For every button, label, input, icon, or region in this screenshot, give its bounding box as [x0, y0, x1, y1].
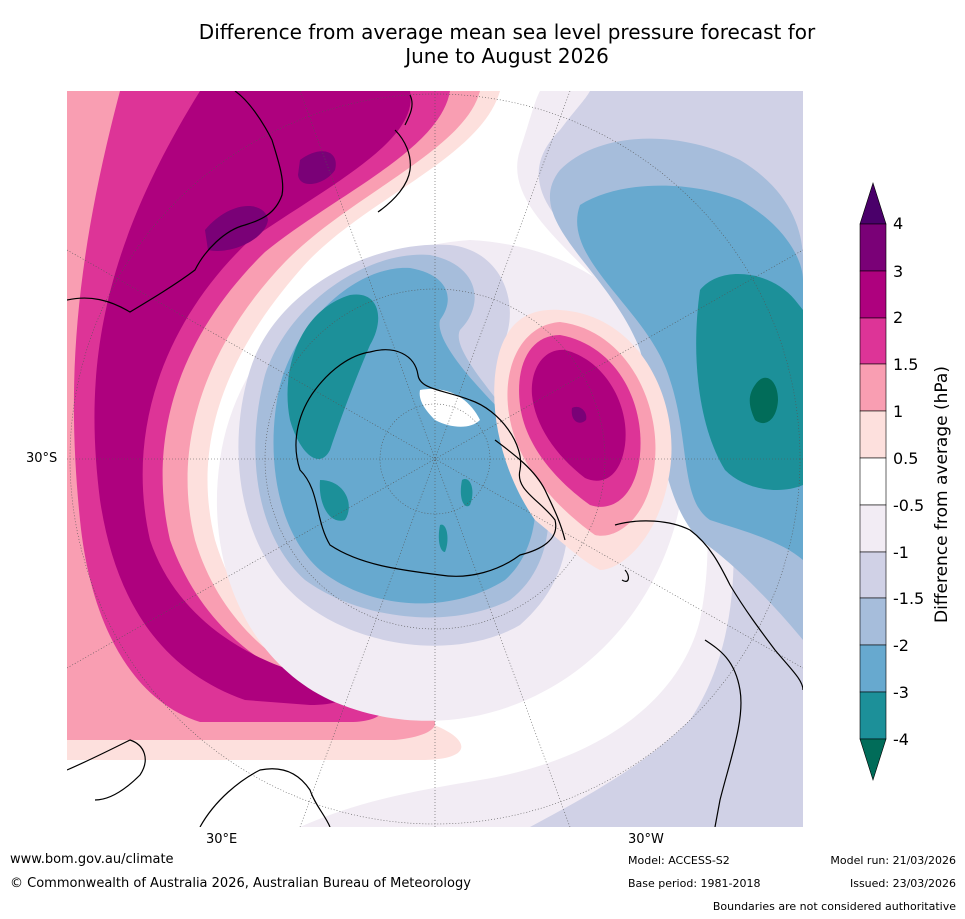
new-zealand-coastline	[377, 94, 413, 213]
footer-disclaimer: Boundaries are not considered authoritat…	[712, 900, 956, 913]
negative-band-m3-m4	[460, 479, 473, 507]
australia-coastline	[67, 91, 284, 313]
colorbar-segment-m0.5-m1	[859, 504, 887, 553]
negative-band-m3-m4	[438, 524, 448, 552]
colorbar-segment-neutral	[859, 457, 887, 506]
antarctica-coastline	[295, 349, 557, 577]
colorbar-segment-1.5-2	[859, 317, 887, 365]
colorbar-tick-label: 2	[893, 308, 904, 327]
negative-band-m3-m4	[319, 480, 349, 521]
colorbar-segment-m1-m1.5	[859, 551, 887, 599]
colorbar-tick-label: -3	[893, 683, 909, 702]
title-line-1: Difference from average mean sea level p…	[198, 20, 816, 44]
south-america-coastline	[614, 520, 803, 691]
antarctic-peninsula-coastline	[494, 439, 566, 541]
graticule	[67, 91, 803, 827]
south-america-interior-coastline	[704, 639, 742, 827]
colorbar-tick-label: 3	[893, 262, 904, 281]
colorbar-tick-label: 1	[893, 402, 904, 421]
footer-copyright: © Commonwealth of Australia 2026, Austra…	[10, 876, 471, 891]
negative-band-lt-m4-east	[749, 377, 778, 424]
negative-band-m3-m4-east	[696, 273, 803, 490]
colorbar-extend-bottom	[859, 738, 887, 781]
lat-label-30s: 30°S	[26, 451, 58, 466]
colorbar-segment-m2-m3	[859, 644, 887, 693]
negative-band-m3-m4	[287, 294, 379, 459]
colorbar-tick-label: -0.5	[893, 496, 925, 515]
colorbar-tick-label: -1	[893, 543, 909, 562]
colorbar-tick-label: 1.5	[893, 355, 919, 374]
neutral-polar-gap	[419, 389, 480, 427]
colorbar-segment-3-4	[859, 223, 887, 272]
lon-label-30w: 30°W	[628, 832, 664, 847]
colorbar-tick-label: -1.5	[893, 589, 925, 608]
colorbar-tick-label: -2	[893, 636, 909, 655]
positive-band-2-3	[94, 91, 411, 705]
colorbar-extend-top	[859, 182, 887, 225]
colorbar-title: Difference from average (hPa)	[932, 366, 952, 623]
lon-label-30e: 30°E	[206, 832, 238, 847]
africa-coastline	[67, 739, 331, 827]
colorbar	[859, 182, 887, 781]
colorbar-tick-label: 0.5	[893, 449, 919, 468]
colorbar-segment-m1.5-m2	[859, 597, 887, 646]
title-line-2: June to August 2026	[405, 44, 609, 68]
footer-issued: Issued: 23/03/2026	[849, 877, 956, 890]
coastlines	[67, 91, 803, 827]
colorbar-segment-2-3	[859, 270, 887, 319]
footer-model-run: Model run: 21/03/2026	[830, 854, 956, 867]
colorbar-segment-1-1.5	[859, 363, 887, 412]
positive-band-3-4	[298, 151, 336, 185]
colorbar-segment-m3-m4	[859, 691, 887, 740]
footer-model: Model: ACCESS-S2	[628, 854, 730, 867]
title: Difference from average mean sea level p…	[0, 20, 965, 68]
footer-url[interactable]: www.bom.gov.au/climate	[10, 852, 174, 867]
positive-oval-3-4	[571, 406, 587, 423]
colorbar-tick-label: -4	[893, 730, 909, 749]
colorbar-segment-0.5-1	[859, 410, 887, 459]
colorbar-tick-label: 4	[893, 214, 904, 233]
footer-base-period: Base period: 1981-2018	[628, 877, 761, 890]
map-panel	[67, 91, 803, 827]
